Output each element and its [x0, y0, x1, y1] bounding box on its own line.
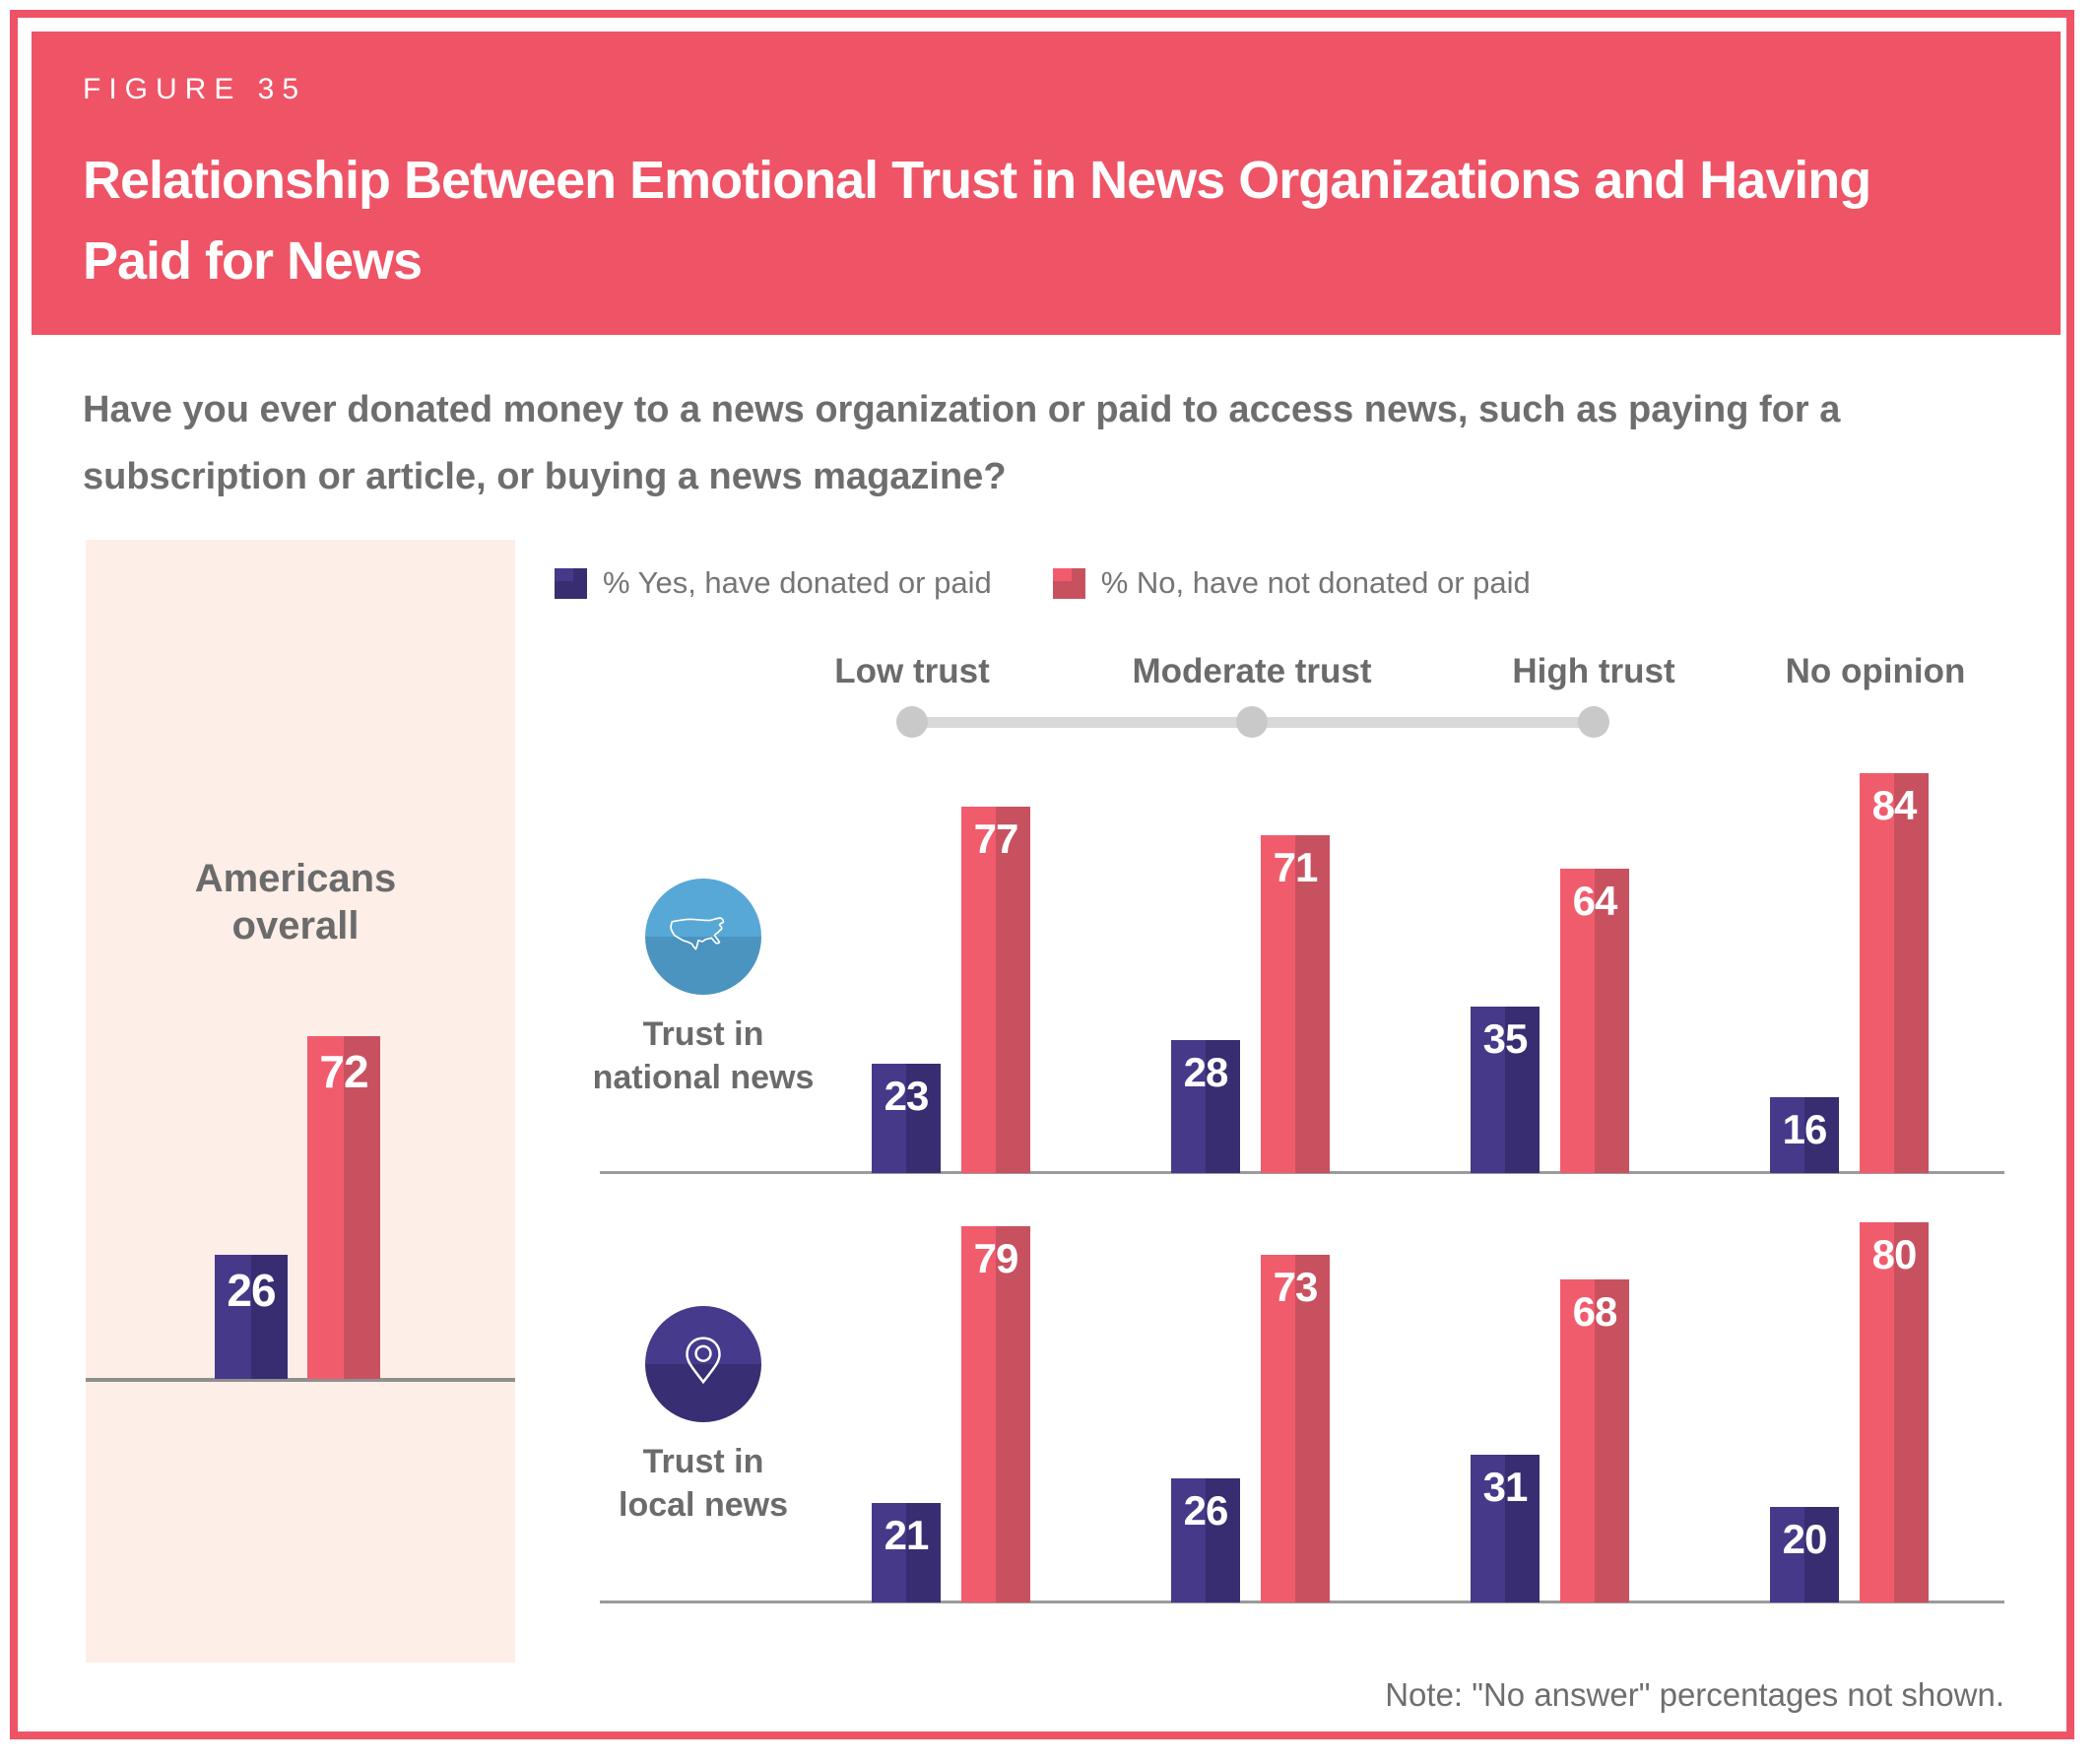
figure-number: FIGURE 35	[83, 73, 307, 105]
bar-value-label: 28	[1183, 1049, 1229, 1095]
bar-value-label: 16	[1782, 1106, 1828, 1152]
national-news-row-label: Trust in national news	[592, 1015, 815, 1096]
bar-value-label: 64	[1572, 878, 1618, 924]
bar-value-label: 20	[1782, 1516, 1828, 1562]
legend-swatch-yes-icon	[555, 567, 587, 599]
bar-value-label: 79	[973, 1235, 1019, 1281]
bar-yes-national-no-opinion: 16	[1770, 1097, 1839, 1173]
overall-axis-baseline	[86, 1378, 515, 1382]
trust-scale-dot-moderate	[1236, 706, 1268, 738]
local-news-icon	[645, 1306, 761, 1422]
bar-value-label: 26	[227, 1265, 276, 1316]
location-pin-icon	[686, 1337, 721, 1385]
bar-value-label: 77	[973, 816, 1019, 862]
bar-no-local-low-trust: 79	[961, 1226, 1030, 1602]
bar-no-national-moderate-trust: 71	[1261, 835, 1330, 1173]
chart-legend: % Yes, have donated or paid % No, have n…	[555, 565, 1592, 601]
legend-item-yes: % Yes, have donated or paid	[555, 565, 992, 601]
trust-scale-label-no-opinion: No opinion	[1785, 652, 1966, 690]
title-line-1: Relationship Between Emotional Trust in …	[83, 151, 1871, 210]
bar-yes-overall: 26	[215, 1255, 288, 1379]
bar-no-national-low-trust: 77	[961, 807, 1030, 1173]
title-line-2: Paid for News	[83, 231, 423, 291]
trust-scale-dot-low	[896, 706, 928, 738]
bar-value-label: 72	[319, 1046, 368, 1097]
bar-yes-local-moderate-trust: 26	[1171, 1478, 1240, 1602]
bar-value-label: 68	[1572, 1288, 1618, 1335]
footnote: Note: "No answer" percentages not shown.	[1385, 1676, 2004, 1713]
legend-label-yes: % Yes, have donated or paid	[603, 565, 992, 600]
trust-scale-label-moderate: Moderate trust	[1132, 652, 1372, 690]
legend-label-no: % No, have not donated or paid	[1100, 565, 1531, 600]
bar-no-overall: 72	[307, 1036, 380, 1379]
bar-yes-national-high-trust: 35	[1471, 1007, 1540, 1173]
trust-scale-label-low: Low trust	[834, 652, 990, 690]
national-news-icon	[645, 879, 761, 995]
bar-yes-local-high-trust: 31	[1471, 1455, 1540, 1602]
figure-header: FIGURE 35 Relationship Between Emotional…	[32, 32, 2061, 335]
legend-item-no: % No, have not donated or paid	[1052, 565, 1531, 601]
bar-value-label: 31	[1482, 1464, 1529, 1510]
bar-value-label: 73	[1273, 1264, 1319, 1310]
americans-overall-label: Americans overall	[194, 857, 397, 947]
us-map-icon	[670, 917, 725, 950]
bar-yes-national-moderate-trust: 28	[1171, 1040, 1240, 1173]
bar-yes-local-no-opinion: 20	[1770, 1507, 1839, 1602]
question-line-1: Have you ever donated money to a news or…	[83, 389, 1841, 430]
legend-swatch-no-icon	[1052, 567, 1085, 599]
bar-value-label: 26	[1183, 1487, 1229, 1534]
bar-value-label: 80	[1871, 1231, 1918, 1277]
bar-no-local-no-opinion: 80	[1860, 1222, 1929, 1602]
bar-yes-national-low-trust: 23	[872, 1064, 941, 1173]
page-title: Relationship Between Emotional Trust in …	[83, 140, 2061, 301]
bar-value-label: 21	[884, 1512, 930, 1558]
bar-value-label: 84	[1871, 782, 1918, 828]
bar-value-label: 35	[1482, 1015, 1529, 1062]
americans-overall-panel	[86, 540, 515, 1663]
local-news-row-label: Trust in local news	[619, 1443, 788, 1524]
survey-question: Have you ever donated money to a news or…	[83, 376, 1840, 510]
bar-value-label: 23	[884, 1073, 930, 1119]
bar-no-local-high-trust: 68	[1560, 1279, 1629, 1602]
bar-value-label: 71	[1273, 844, 1319, 890]
trust-scale-label-high: High trust	[1512, 652, 1675, 690]
question-line-2: subscription or article, or buying a new…	[83, 456, 1007, 497]
bar-no-national-no-opinion: 84	[1860, 773, 1929, 1173]
bar-no-national-high-trust: 64	[1560, 869, 1629, 1173]
bar-no-local-moderate-trust: 73	[1261, 1255, 1330, 1602]
trust-scale-dot-high	[1578, 706, 1609, 738]
bar-yes-local-low-trust: 21	[872, 1503, 941, 1602]
